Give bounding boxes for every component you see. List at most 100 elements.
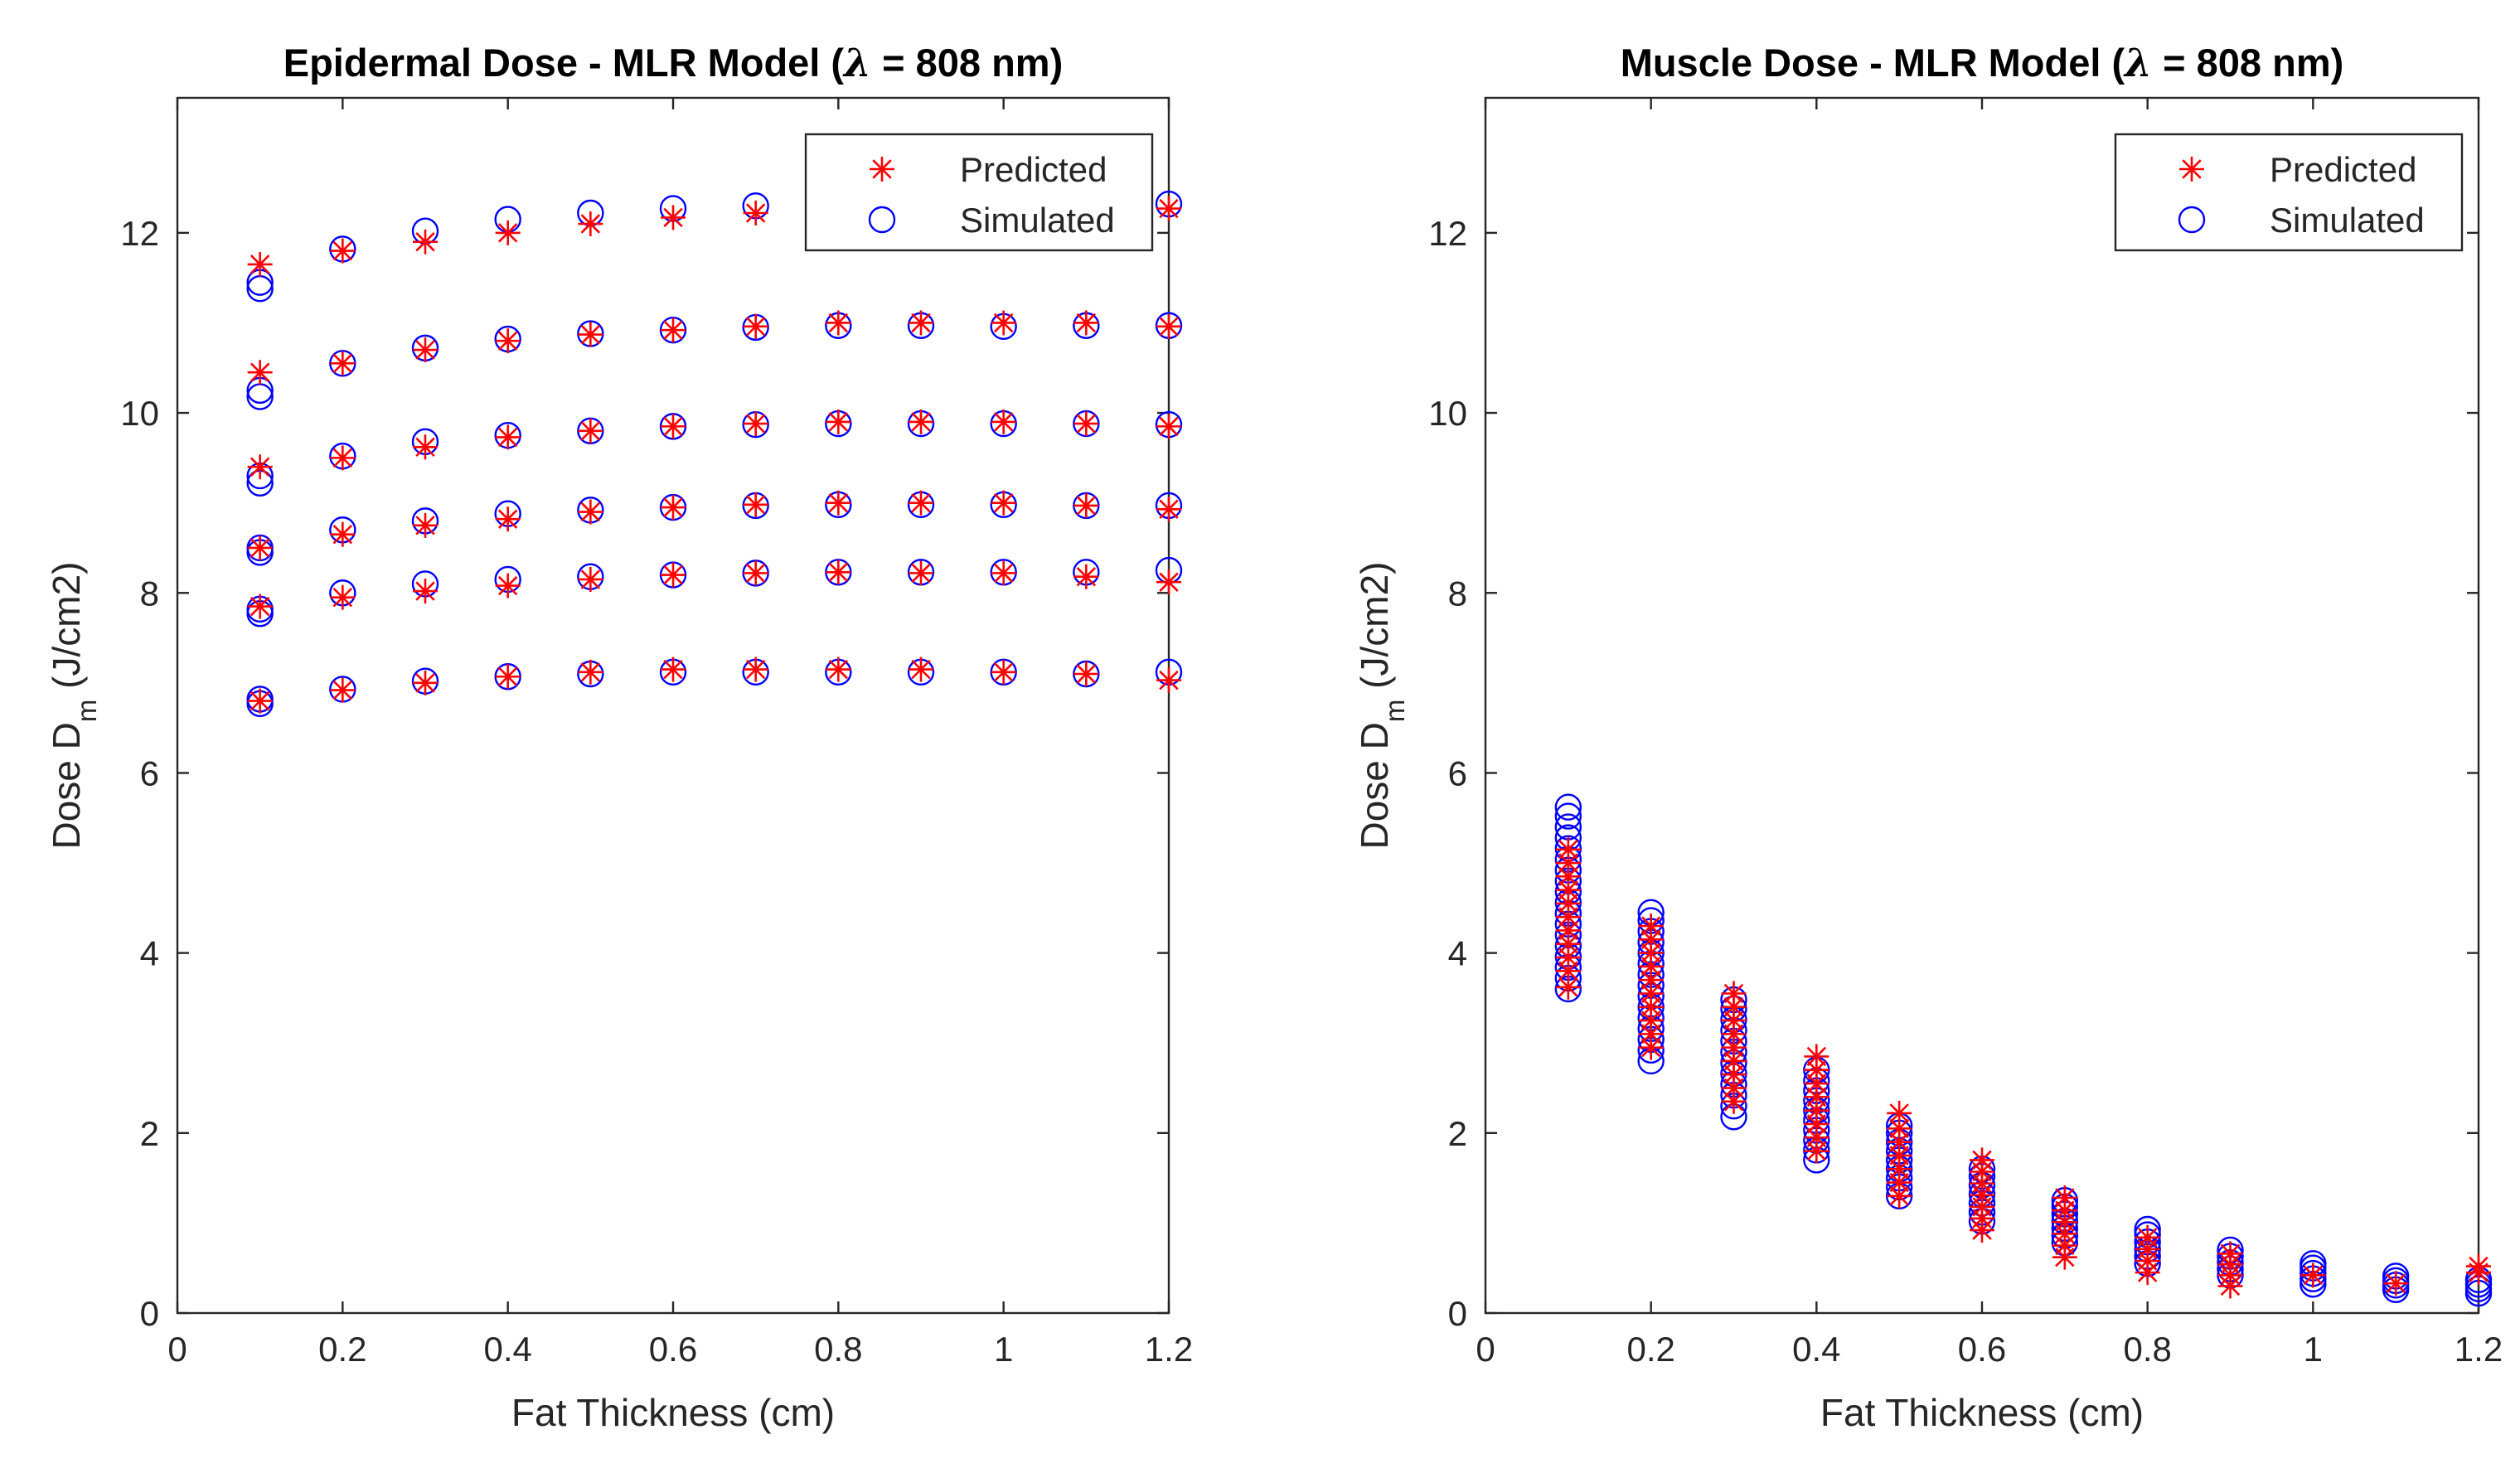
predicted-point xyxy=(1156,569,1181,595)
predicted-point xyxy=(1721,1008,1747,1034)
predicted-point xyxy=(909,409,933,434)
predicted-point xyxy=(1555,945,1581,971)
predicted-point xyxy=(1156,497,1181,522)
predicted-point xyxy=(495,506,521,532)
predicted-point xyxy=(991,659,1016,685)
predicted-point xyxy=(2217,1241,2243,1267)
predicted-point xyxy=(1638,913,1664,939)
y-tick-label: 8 xyxy=(140,574,159,613)
y-tick-label: 6 xyxy=(140,754,159,792)
y-label-main: Dose D xyxy=(1353,722,1396,849)
predicted-point xyxy=(413,579,438,604)
y-label-units: (J/cm2) xyxy=(45,562,88,700)
predicted-point xyxy=(661,317,686,343)
chart-title: Epidermal Dose - MLR Model (λ = 808 nm) xyxy=(284,41,1064,86)
predicted-point xyxy=(1804,1111,1829,1136)
predicted-point xyxy=(247,594,273,619)
predicted-point xyxy=(413,434,438,460)
predicted-point xyxy=(1721,1088,1747,1114)
predicted-point xyxy=(661,414,686,439)
y-tick-label: 4 xyxy=(140,934,159,973)
predicted-point xyxy=(413,670,438,695)
y-tick-label: 10 xyxy=(1428,394,1467,433)
predicted-point xyxy=(1804,1044,1829,1069)
chart-panel-1: 0 0.2 0.4 0.6 0.8 1 1.2 0 2 4 6 8 10 12 Epidermal Dose… xyxy=(45,41,1193,1434)
predicted-point xyxy=(330,238,356,264)
series-simulated xyxy=(246,190,1183,718)
predicted-point xyxy=(330,445,356,471)
legend-predicted-label: Predicted xyxy=(2270,150,2416,189)
predicted-point xyxy=(1721,981,1747,1006)
axes-box xyxy=(1484,96,2480,1315)
predicted-point xyxy=(1156,196,1181,221)
predicted-point xyxy=(826,310,851,336)
predicted-point xyxy=(1887,1100,1912,1126)
predicted-point xyxy=(495,220,521,245)
legend-simulated-marker xyxy=(868,206,896,234)
simulated-point xyxy=(1554,793,1582,821)
predicted-point xyxy=(495,424,521,450)
predicted-point xyxy=(1555,836,1581,862)
legend-predicted-label: Predicted xyxy=(960,150,1107,189)
predicted-point xyxy=(247,535,273,560)
predicted-point xyxy=(247,688,273,714)
predicted-point xyxy=(1970,1147,1994,1173)
predicted-point xyxy=(743,560,768,586)
y-tick-label: 2 xyxy=(140,1114,159,1153)
predicted-point xyxy=(2300,1262,2326,1288)
y-tick-label: 2 xyxy=(1448,1114,1467,1153)
predicted-point xyxy=(2135,1224,2160,1250)
y-tick-label: 0 xyxy=(140,1294,159,1333)
predicted-point xyxy=(495,573,521,598)
x-tick-label: 0.2 xyxy=(1626,1330,1674,1369)
predicted-point xyxy=(330,677,356,703)
predicted-point xyxy=(909,490,933,516)
predicted-point xyxy=(247,454,273,480)
predicted-point xyxy=(413,229,438,254)
y-label-units: (J/cm2) xyxy=(1353,562,1396,700)
predicted-point xyxy=(909,657,933,682)
predicted-point xyxy=(413,512,438,538)
predicted-point xyxy=(661,657,686,682)
predicted-point xyxy=(661,205,686,230)
predicted-point xyxy=(330,584,356,610)
predicted-point xyxy=(1156,414,1181,439)
predicted-point xyxy=(743,200,768,225)
x-tick-label: 0.8 xyxy=(2123,1330,2171,1369)
simulated-point xyxy=(1554,802,1582,830)
predicted-point xyxy=(991,560,1016,586)
predicted-point xyxy=(909,310,933,336)
predicted-point xyxy=(1887,1170,1912,1195)
predicted-point xyxy=(991,409,1016,434)
x-tick-label: 0.4 xyxy=(483,1330,531,1369)
predicted-point xyxy=(1638,927,1664,952)
legend-predicted-marker xyxy=(2179,157,2204,182)
legend-simulated-marker xyxy=(2178,206,2206,234)
x-tick-label: 0.2 xyxy=(318,1330,366,1369)
predicted-point xyxy=(495,328,521,354)
predicted-point xyxy=(1073,411,1099,437)
y-tick-label: 12 xyxy=(120,214,159,253)
predicted-point xyxy=(578,211,603,237)
predicted-point xyxy=(330,521,356,547)
x-tick-label: 1 xyxy=(2304,1330,2323,1369)
predicted-point xyxy=(743,657,768,682)
predicted-point xyxy=(1721,1075,1747,1101)
x-tick-label: 0.6 xyxy=(649,1330,697,1369)
predicted-point xyxy=(1073,564,1099,589)
simulated-point xyxy=(246,383,274,410)
title-lambda: λ xyxy=(2123,41,2152,86)
predicted-point xyxy=(578,499,603,525)
predicted-point xyxy=(495,664,521,690)
title-lambda: λ xyxy=(842,41,871,86)
legend-box xyxy=(804,133,1154,252)
y-axis-label: Dose Dm (J/cm2) xyxy=(45,562,102,850)
chart-panel-2: 0 0.2 0.4 0.6 0.8 1 1.2 0 2 4 6 8 10 12 Muscle Dose - … xyxy=(1353,41,2503,1434)
legend-simulated-label: Simulated xyxy=(960,201,1115,240)
predicted-point xyxy=(1156,667,1181,693)
predicted-point xyxy=(578,322,603,347)
title-part: = 808 nm) xyxy=(2152,41,2343,85)
x-axis-label: Fat Thickness (cm) xyxy=(1820,1391,2144,1434)
legend-predicted-marker xyxy=(870,157,894,182)
series-predicted xyxy=(1555,836,2491,1299)
